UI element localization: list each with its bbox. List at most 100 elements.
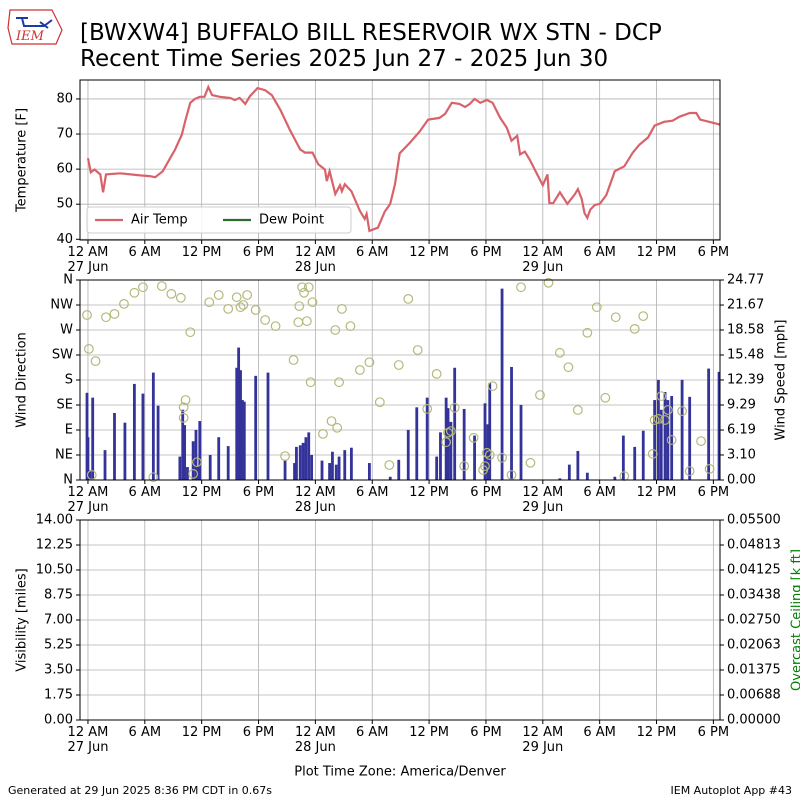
title: [BWXW4] BUFFALO BILL RESERVOIR WX STN - … xyxy=(80,20,662,46)
x-tick-label: 6 AM xyxy=(583,485,616,500)
bar xyxy=(293,463,296,480)
bar xyxy=(435,456,439,480)
bar xyxy=(331,451,334,480)
point xyxy=(109,308,120,319)
x-tick-label: 12 PM xyxy=(409,245,449,260)
plot-frame xyxy=(79,279,721,481)
bar xyxy=(621,435,625,480)
bar xyxy=(415,407,419,480)
bar xyxy=(186,467,189,480)
y-axis-label: Temperature [F] xyxy=(15,108,30,213)
point xyxy=(364,357,375,368)
y2-tick-label: 9.29 xyxy=(727,397,756,412)
x-tick-label: 12 AM 28 Jun xyxy=(294,725,336,755)
x-tick-label: 12 PM xyxy=(181,485,222,500)
bar xyxy=(707,368,711,480)
point xyxy=(484,450,495,460)
y2-tick-label: 0.05500 xyxy=(727,513,781,528)
x-axis-label: Plot Time Zone: America/Denver xyxy=(294,765,506,780)
y2-tick-label: 18.58 xyxy=(727,322,764,337)
y2-tick-label: 0.01375 xyxy=(727,663,781,678)
point xyxy=(431,368,442,379)
bar xyxy=(576,450,580,480)
bar xyxy=(113,412,116,480)
footer-app: IEM Autoplot App #43 xyxy=(671,784,793,797)
bar xyxy=(519,404,523,480)
y2-axis-label: Overcast Ceiling [k ft] xyxy=(790,549,800,691)
bar xyxy=(613,476,617,480)
x-tick-label: 12 PM xyxy=(636,245,677,260)
x-tick-label: 6 PM xyxy=(697,485,730,500)
point xyxy=(294,301,305,312)
point xyxy=(223,303,234,314)
point xyxy=(299,287,309,298)
x-tick-label: 12 AM 29 Jun xyxy=(522,725,564,755)
bar xyxy=(151,372,155,480)
bar xyxy=(283,459,287,480)
point xyxy=(178,412,189,423)
point xyxy=(301,316,312,327)
x-tick-label: 6 AM xyxy=(583,725,616,740)
x-tick-label: 6 AM xyxy=(355,725,389,740)
point xyxy=(525,457,536,468)
y2-tick-label: 0.03438 xyxy=(727,588,781,603)
bar xyxy=(449,421,453,480)
bar xyxy=(86,437,90,480)
bar xyxy=(500,288,504,480)
y-tick-label: 7.00 xyxy=(44,613,73,628)
point xyxy=(337,303,347,314)
point xyxy=(345,321,356,332)
point xyxy=(449,402,460,413)
x-tick-label: 6 PM xyxy=(242,245,275,260)
y2-tick-label: 15.48 xyxy=(727,348,764,363)
point xyxy=(318,428,328,439)
bar xyxy=(310,454,313,480)
bar xyxy=(242,401,246,480)
x-tick-label: 12 PM xyxy=(181,725,222,740)
bar xyxy=(241,400,244,480)
logo-text: IEM xyxy=(15,29,45,44)
bar xyxy=(320,460,324,480)
point xyxy=(649,415,660,425)
point xyxy=(516,282,526,293)
x-tick-label: 6 PM xyxy=(242,725,275,740)
point xyxy=(156,281,167,292)
legend-box xyxy=(86,206,352,234)
x-tick-label: 12 PM xyxy=(409,485,449,500)
bar xyxy=(343,450,347,480)
y-tick-label: N xyxy=(63,473,73,488)
point xyxy=(148,472,159,483)
point xyxy=(403,293,414,304)
point xyxy=(332,422,343,433)
point xyxy=(334,377,344,388)
point xyxy=(487,381,498,392)
y-tick-label: 1.75 xyxy=(44,688,73,703)
bar xyxy=(462,408,466,480)
bar xyxy=(183,425,187,480)
point xyxy=(684,466,695,477)
point xyxy=(677,406,687,417)
bar xyxy=(558,478,562,480)
y2-tick-label: 12.39 xyxy=(727,372,764,387)
y-tick-label: E xyxy=(65,423,73,438)
x-tick-label: 6 PM xyxy=(697,725,730,740)
bar xyxy=(266,372,270,480)
y2-tick-label: 0.02750 xyxy=(727,613,781,628)
point xyxy=(260,315,271,325)
point xyxy=(86,470,97,480)
bar xyxy=(567,464,571,480)
logo: IEM xyxy=(7,9,63,45)
bar xyxy=(680,379,684,480)
point xyxy=(84,343,94,354)
point xyxy=(307,297,318,308)
footer-generated: Generated at 29 Jun 2025 8:36 PM CDT in … xyxy=(8,784,272,797)
point xyxy=(293,317,304,328)
bar xyxy=(301,442,305,480)
point xyxy=(704,463,715,474)
point xyxy=(412,345,423,355)
y-tick-label: N xyxy=(63,273,73,288)
point xyxy=(305,377,316,388)
x-tick-label: 12 PM xyxy=(409,725,449,740)
y-axis-label: Wind Direction xyxy=(15,332,30,428)
bar xyxy=(488,383,492,480)
